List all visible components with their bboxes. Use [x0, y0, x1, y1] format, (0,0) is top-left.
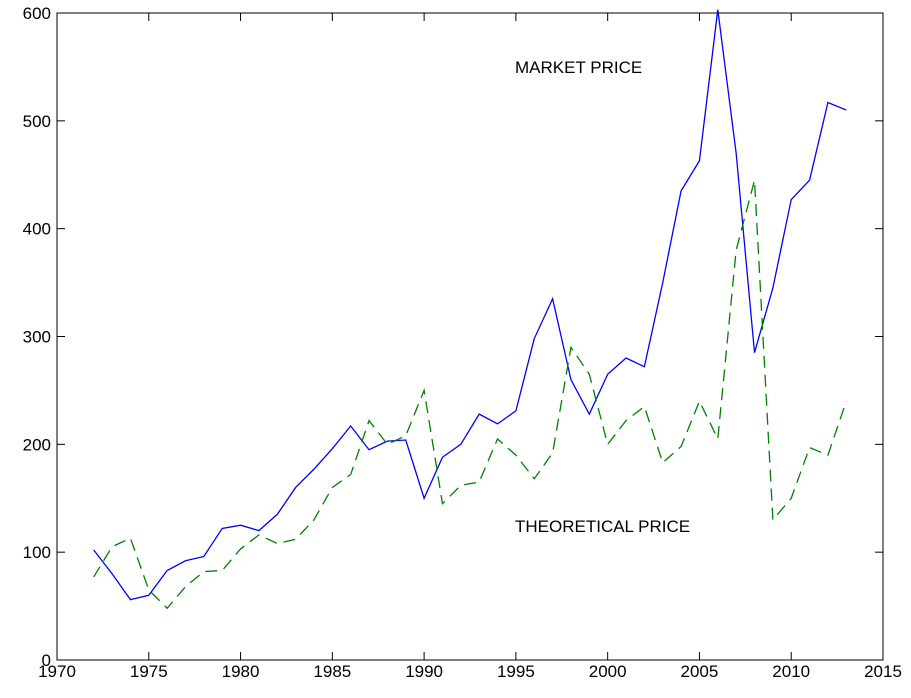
annotation: MARKET PRICE — [515, 58, 642, 77]
y-tick-label: 0 — [42, 651, 51, 670]
y-tick-label: 400 — [23, 220, 51, 239]
x-tick-label: 1990 — [405, 662, 443, 681]
x-tick-label: 2000 — [589, 662, 627, 681]
x-tick-label: 1970 — [38, 662, 76, 681]
x-tick-label: 1980 — [222, 662, 260, 681]
x-tick-label: 2005 — [681, 662, 719, 681]
y-tick-label: 600 — [23, 4, 51, 23]
series-line — [93, 9, 847, 601]
y-tick-label: 200 — [23, 435, 51, 454]
y-tick-label: 300 — [23, 328, 51, 347]
y-tick-label: 500 — [23, 112, 51, 131]
x-tick-label: 1995 — [497, 662, 535, 681]
x-tick-label: 1975 — [130, 662, 168, 681]
x-tick-label: 2015 — [864, 662, 902, 681]
series-line — [93, 179, 847, 610]
y-tick-label: 100 — [23, 543, 51, 562]
annotation: THEORETICAL PRICE — [515, 517, 690, 536]
x-tick-label: 1985 — [313, 662, 351, 681]
x-tick-label: 2010 — [772, 662, 810, 681]
